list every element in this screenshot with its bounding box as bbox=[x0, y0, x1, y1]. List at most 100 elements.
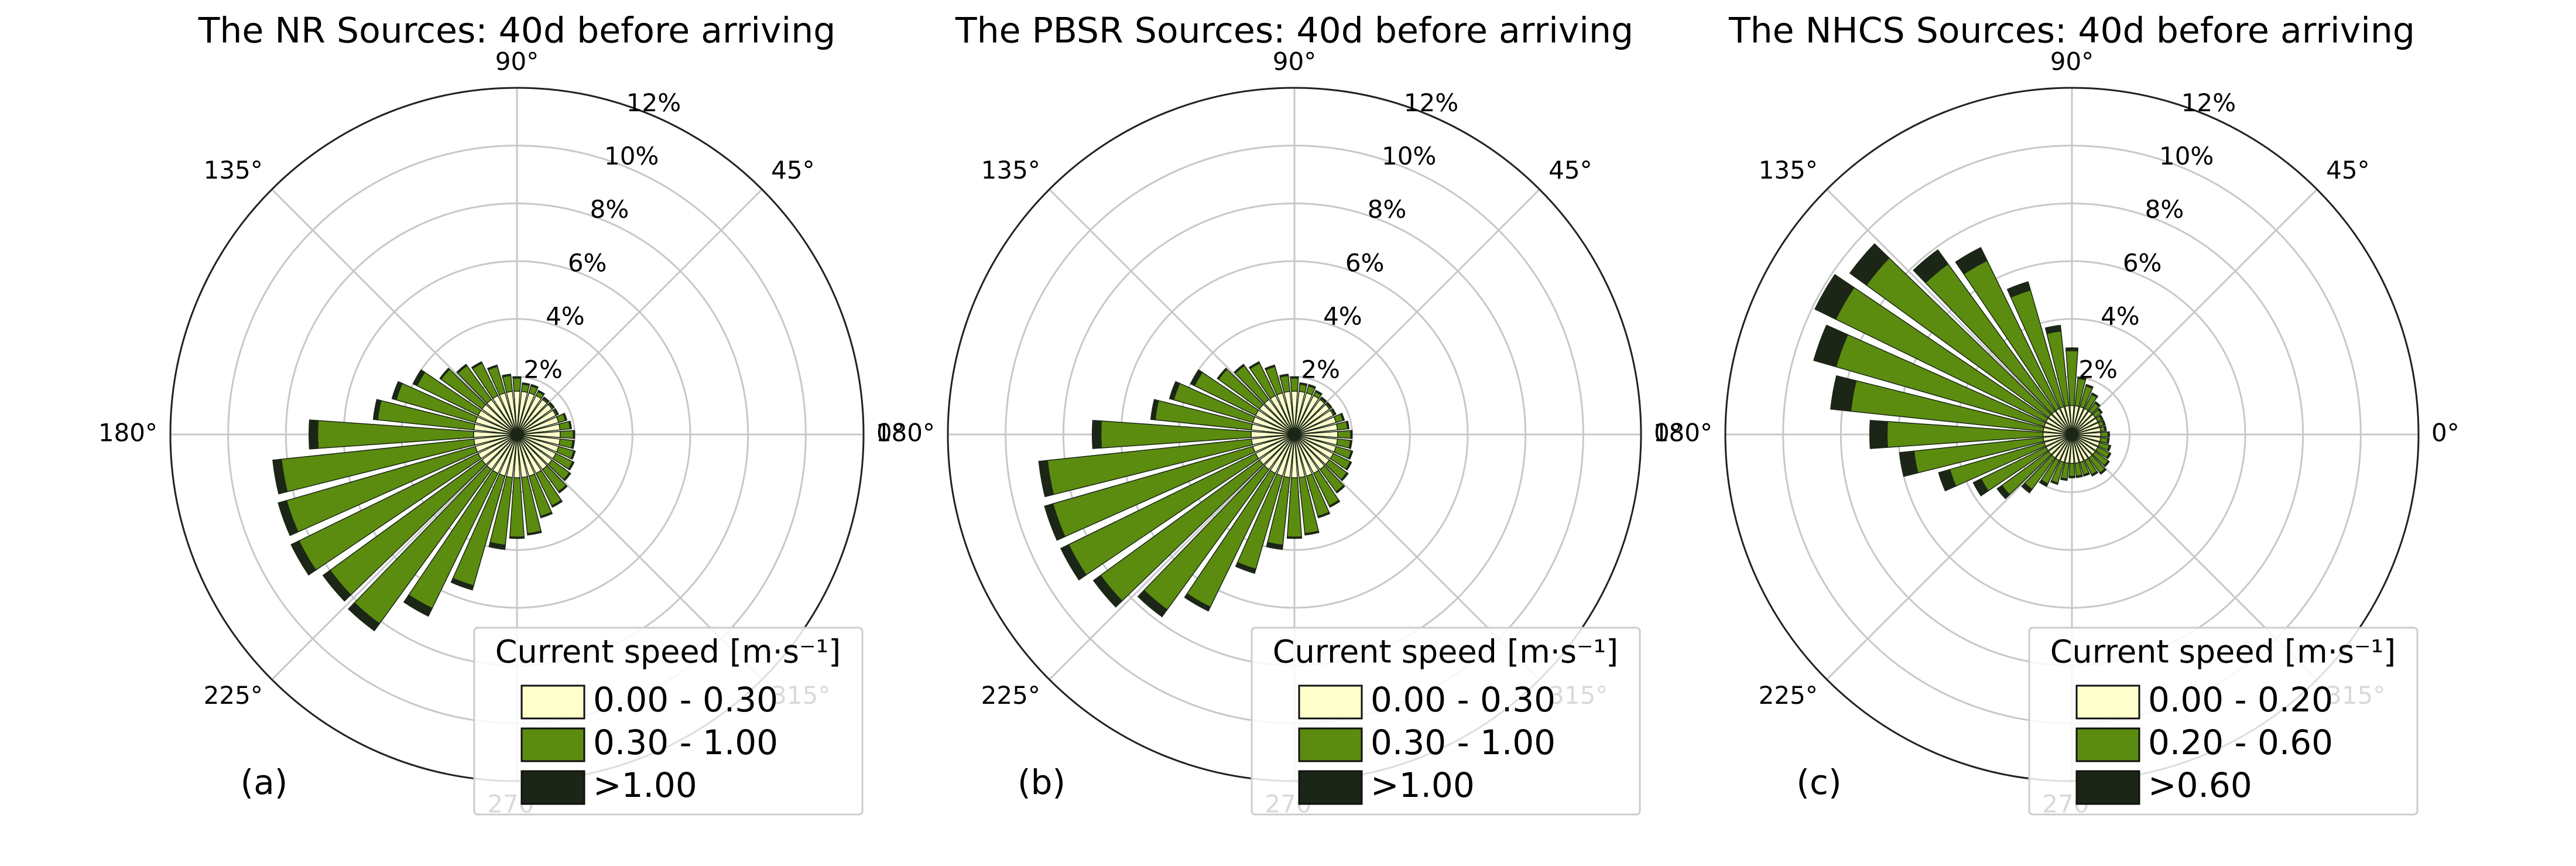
bar-segment bbox=[278, 499, 299, 536]
bar-segment bbox=[1091, 420, 1102, 449]
legend-swatch bbox=[2075, 770, 2140, 805]
grid-spoke bbox=[271, 433, 518, 680]
chart-title: The NHCS Sources: 40d before arriving bbox=[1728, 11, 2415, 52]
panel: The PBSR Sources: 40d before arriving 2% 4… bbox=[876, 11, 1682, 819]
panel-label: (a) bbox=[241, 762, 288, 802]
r-tick-label: 12% bbox=[1404, 88, 1458, 117]
bar-segment bbox=[2106, 437, 2110, 444]
grid-spoke bbox=[1826, 189, 2073, 436]
bar-segment bbox=[548, 402, 555, 409]
bar-segment bbox=[1345, 420, 1350, 430]
bar-segment bbox=[1279, 374, 1289, 378]
bar-segment bbox=[1299, 382, 1308, 386]
r-tick-label: 10% bbox=[604, 142, 659, 170]
bar-segment bbox=[1972, 478, 1989, 497]
bar-segment bbox=[553, 408, 559, 416]
grid-spoke bbox=[1293, 189, 1540, 436]
legend-label: 0.20 - 0.60 bbox=[2148, 723, 2333, 762]
bar-segment bbox=[2021, 482, 2033, 494]
theta-tick-label: 180° bbox=[98, 419, 157, 447]
bar-segment bbox=[2085, 384, 2094, 389]
theta-tick-label: 0° bbox=[2431, 419, 2459, 447]
bar-segment bbox=[2098, 414, 2104, 421]
legend-label: >1.00 bbox=[1371, 765, 1475, 805]
bar-segment bbox=[522, 382, 530, 386]
theta-tick-label: 225° bbox=[981, 681, 1040, 710]
bar-segment bbox=[1137, 590, 1168, 618]
bar-segment bbox=[557, 484, 568, 494]
bar-segment bbox=[1190, 369, 1203, 386]
bar-segment bbox=[471, 361, 483, 369]
legend-title: Current speed [m·s⁻¹] bbox=[2050, 634, 2396, 670]
grid-spoke bbox=[2071, 189, 2318, 436]
bar-segment bbox=[2068, 463, 2075, 477]
r-tick-label: 6% bbox=[568, 248, 607, 277]
bar-segment bbox=[568, 420, 573, 430]
theta-tick-label: 135° bbox=[204, 156, 263, 184]
r-tick-label: 6% bbox=[1345, 248, 1385, 277]
r-tick-label: 8% bbox=[590, 195, 629, 224]
r-tick-label: 2% bbox=[523, 355, 563, 384]
bar-segment bbox=[1314, 389, 1323, 396]
theta-tick-label: 45° bbox=[771, 156, 814, 184]
legend-label: 0.30 - 1.00 bbox=[1371, 723, 1556, 762]
bar-segment bbox=[1348, 440, 1352, 449]
legend-label: 0.30 - 1.00 bbox=[593, 723, 778, 762]
bar-segment bbox=[1814, 273, 1855, 320]
bar-segment bbox=[540, 511, 553, 519]
bar-segment bbox=[1899, 450, 1919, 477]
bar-segment bbox=[1290, 376, 1299, 379]
bar-segment bbox=[348, 602, 381, 632]
bar-segment bbox=[1869, 420, 1888, 449]
theta-tick-label: 45° bbox=[1549, 156, 1592, 184]
theta-tick-label: 45° bbox=[2326, 156, 2369, 184]
grid-spoke bbox=[1049, 433, 1296, 680]
theta-tick-label: 180° bbox=[1653, 419, 1712, 447]
bar-segment bbox=[567, 461, 575, 471]
bar-segment bbox=[2091, 471, 2099, 477]
r-tick-label: 8% bbox=[2145, 195, 2184, 224]
legend-swatch bbox=[1298, 770, 1363, 805]
bar-segment bbox=[2082, 472, 2091, 477]
bar-segment bbox=[1340, 412, 1345, 422]
bar-segment bbox=[2103, 460, 2110, 467]
bar-segment bbox=[2099, 468, 2107, 475]
grid-spoke bbox=[516, 189, 763, 436]
bar-segment bbox=[272, 458, 288, 495]
bar-segment bbox=[1849, 243, 1890, 286]
bar-segment bbox=[573, 430, 576, 439]
bar-segment bbox=[2107, 431, 2110, 438]
bar-segment bbox=[537, 389, 545, 396]
bar-segment bbox=[2101, 419, 2106, 426]
bar-segment bbox=[450, 577, 474, 591]
bar-segment bbox=[2077, 376, 2087, 381]
bar-segment bbox=[1996, 484, 2010, 499]
bar-segment bbox=[2068, 475, 2075, 478]
grid-spoke bbox=[1826, 433, 2073, 680]
bar-segment bbox=[1044, 503, 1066, 541]
bar-segment bbox=[1345, 461, 1352, 471]
r-tick-label: 8% bbox=[1368, 195, 1407, 224]
bar-segment bbox=[1325, 402, 1332, 409]
bar-segment bbox=[1307, 384, 1317, 389]
bar-segment bbox=[1234, 364, 1245, 374]
bar-segment bbox=[456, 364, 468, 374]
bar-segment bbox=[526, 530, 542, 536]
bar-segment bbox=[1335, 484, 1345, 494]
bar-segment bbox=[1184, 593, 1211, 612]
bar-segment bbox=[2075, 474, 2083, 478]
bar-segment bbox=[530, 384, 539, 389]
legend-label: 0.00 - 0.20 bbox=[2148, 680, 2333, 720]
chart-title: The PBSR Sources: 40d before arriving bbox=[955, 11, 1633, 52]
bar-segment bbox=[2050, 480, 2059, 485]
bar-segment bbox=[488, 542, 506, 550]
legend-swatch bbox=[1298, 684, 1363, 720]
legend-label: 0.00 - 0.30 bbox=[593, 680, 778, 720]
r-tick-label: 10% bbox=[1382, 142, 1436, 170]
bar-segment bbox=[2091, 392, 2099, 398]
bar-segment bbox=[509, 477, 525, 538]
bar-segment bbox=[412, 369, 426, 386]
bar-segment bbox=[2097, 408, 2103, 414]
legend-swatch bbox=[2075, 684, 2140, 720]
